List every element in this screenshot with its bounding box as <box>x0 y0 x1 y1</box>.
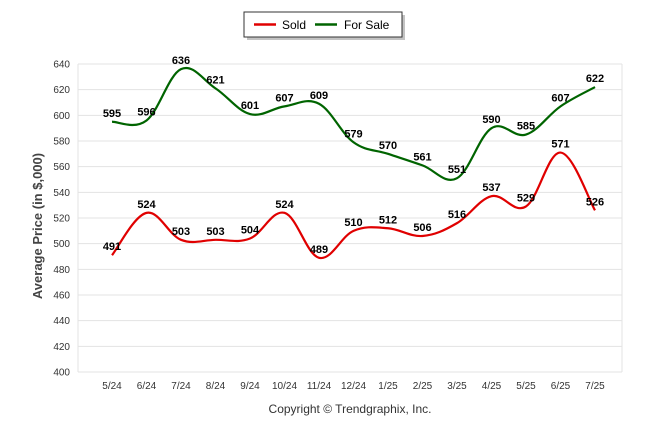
data-label-for-sale: 607 <box>551 92 569 104</box>
legend-label-for-sale: For Sale <box>344 18 390 32</box>
data-label-for-sale: 590 <box>482 114 500 126</box>
series-lines <box>111 66 596 259</box>
x-tick-label: 12/24 <box>341 381 366 392</box>
data-label-sold: 512 <box>379 214 397 226</box>
x-tick-label: 3/25 <box>447 381 467 392</box>
data-label-for-sale: 607 <box>275 92 293 104</box>
y-tick-label: 520 <box>53 214 70 225</box>
y-tick-label: 600 <box>53 111 70 122</box>
x-tick-label: 7/25 <box>585 381 605 392</box>
data-label-for-sale: 561 <box>413 151 431 163</box>
data-label-for-sale: 570 <box>379 140 397 152</box>
gridlines <box>77 63 623 373</box>
x-tick-label: 5/24 <box>102 381 122 392</box>
data-label-sold: 571 <box>551 139 569 151</box>
data-label-for-sale: 636 <box>172 55 190 67</box>
x-tick-label: 10/24 <box>272 381 297 392</box>
data-label-sold: 506 <box>413 222 431 234</box>
y-tick-label: 400 <box>53 368 70 379</box>
data-label-for-sale: 585 <box>517 121 535 133</box>
data-label-sold: 537 <box>482 182 500 194</box>
data-labels: 491 524 503 503 504 524 489 510 512 506 516 537 529 5… <box>103 55 604 256</box>
x-tick-label: 5/25 <box>516 381 536 392</box>
y-tick-label: 420 <box>53 342 70 353</box>
y-axis-title: Average Price (in $,000) <box>30 153 45 299</box>
data-label-sold: 516 <box>448 209 466 221</box>
data-label-for-sale: 596 <box>137 106 155 118</box>
x-tick-label: 1/25 <box>378 381 398 392</box>
data-label-for-sale: 579 <box>344 128 362 140</box>
data-label-sold: 510 <box>344 217 362 229</box>
y-tick-label: 440 <box>53 316 70 327</box>
x-tick-label: 2/25 <box>413 381 433 392</box>
legend: Sold For Sale <box>243 11 405 40</box>
data-label-sold: 524 <box>137 199 156 211</box>
y-tick-label: 580 <box>53 137 70 148</box>
data-label-sold: 524 <box>275 199 294 211</box>
series-line-for-sale <box>111 66 596 181</box>
data-label-sold: 503 <box>206 226 224 238</box>
data-label-for-sale: 621 <box>206 74 224 86</box>
copyright-footer: Copyright © Trendgraphix, Inc. <box>269 402 432 416</box>
y-tick-label: 460 <box>53 291 70 302</box>
y-tick-label: 500 <box>53 239 70 250</box>
data-label-sold: 526 <box>586 196 604 208</box>
y-tick-label: 620 <box>53 85 70 96</box>
x-tick-label: 11/24 <box>307 381 332 392</box>
legend-label-sold: Sold <box>282 18 306 32</box>
x-tick-label: 6/25 <box>551 381 571 392</box>
data-label-for-sale: 609 <box>310 90 328 102</box>
series-line-sold <box>111 151 596 259</box>
data-label-for-sale: 595 <box>103 108 121 120</box>
y-tick-label: 480 <box>53 265 70 276</box>
x-tick-label: 8/24 <box>206 381 226 392</box>
data-label-for-sale: 622 <box>586 73 604 85</box>
y-tick-label: 640 <box>53 60 70 71</box>
data-label-sold: 529 <box>517 192 535 204</box>
data-label-sold: 491 <box>103 241 121 253</box>
y-axis-ticks: 400 420 440 460 480 500 520 540 560 580 600 620 640 <box>53 60 70 379</box>
x-tick-label: 7/24 <box>171 381 191 392</box>
y-tick-label: 540 <box>53 188 70 199</box>
data-label-sold: 489 <box>310 244 328 256</box>
data-label-for-sale: 601 <box>241 100 259 112</box>
data-label-sold: 504 <box>241 225 260 237</box>
x-tick-label: 4/25 <box>482 381 502 392</box>
y-tick-label: 560 <box>53 162 70 173</box>
data-label-for-sale: 551 <box>448 164 466 176</box>
x-tick-label: 6/24 <box>137 381 157 392</box>
data-label-sold: 503 <box>172 226 190 238</box>
x-axis-ticks: 5/24 6/24 7/24 8/24 9/24 10/24 11/24 12/24 1/25 2… <box>102 381 605 392</box>
x-tick-label: 9/24 <box>240 381 260 392</box>
